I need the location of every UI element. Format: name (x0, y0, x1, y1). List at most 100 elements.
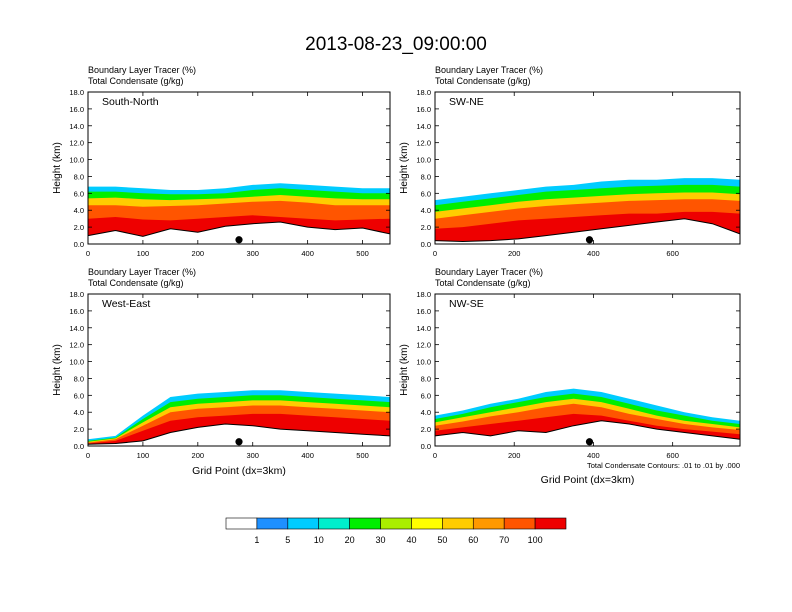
y-tick-label: 12.0 (69, 341, 84, 350)
y-tick-label: 8.0 (421, 374, 431, 383)
plot-frame (87, 91, 391, 245)
y-tick-label: 6.0 (421, 391, 431, 400)
colorbar-swatch (411, 517, 443, 530)
y-axis-label: Height (km) (399, 142, 410, 194)
colorbar-swatch (380, 517, 412, 530)
y-tick-label: 8.0 (74, 374, 84, 383)
x-axis-label: Grid Point (dx=3km) (192, 465, 286, 477)
y-tick-label: 4.0 (421, 408, 431, 417)
location-marker (585, 438, 594, 446)
panel-sw-ne: 0.0 2.0 4.0 6.0 8.0 10.0 12.0 14.0 16.0 18.0 0 200 4… (399, 65, 741, 258)
colorbar-swatch (225, 517, 258, 530)
y-tick-label: 4.0 (421, 206, 431, 215)
y-tick-label: 4.0 (74, 206, 84, 215)
y-tick-label: 18.0 (416, 290, 431, 299)
y-tick-label: 10.0 (416, 358, 431, 367)
colorbar-swatch (256, 517, 289, 530)
y-tick-label: 4.0 (74, 408, 84, 417)
x-tick-label: 400 (301, 451, 314, 460)
terrain-line (434, 218, 741, 243)
panel-title-line: Boundary Layer Tracer (%) (88, 65, 196, 75)
colorbar-swatch (287, 517, 320, 530)
y-tick-label: 12.0 (416, 341, 431, 350)
y-tick-label: 16.0 (416, 307, 431, 316)
colorbar-swatch (442, 517, 474, 530)
colorbar-swatch (472, 517, 505, 530)
y-tick-label: 6.0 (421, 189, 431, 198)
x-tick-label: 200 (508, 249, 521, 258)
colorbar-label: 20 (345, 535, 355, 545)
y-tick-label: 12.0 (416, 139, 431, 148)
terrain-line (87, 221, 391, 237)
y-tick-label: 10.0 (69, 358, 84, 367)
x-tick-label: 400 (587, 451, 600, 460)
terrain-fill (88, 424, 390, 446)
plot-frame (87, 293, 391, 447)
plot-frame (434, 91, 741, 245)
y-tick-label: 14.0 (69, 122, 84, 131)
y-tick-label: 0.0 (74, 240, 84, 249)
panel-label: South-North (102, 96, 159, 108)
terrain-line (87, 423, 391, 445)
y-tick-label: 2.0 (74, 223, 84, 232)
terrain-fill (88, 222, 390, 244)
panel-title-line: Boundary Layer Tracer (%) (88, 267, 196, 277)
colorbar-label: 1 (254, 535, 259, 545)
colorbar-label: 10 (314, 535, 324, 545)
panel-west-east: 0.0 2.0 4.0 6.0 8.0 10.0 12.0 14.0 16.0 18.0 0 100 2… (52, 267, 391, 477)
y-tick-label: 2.0 (421, 223, 431, 232)
x-tick-label: 300 (246, 249, 259, 258)
y-tick-label: 0.0 (74, 442, 84, 451)
x-tick-label: 0 (86, 451, 90, 460)
x-tick-label: 200 (192, 249, 205, 258)
colorbar-swatch (349, 517, 381, 530)
colorbar-label: 50 (437, 535, 447, 545)
x-tick-label: 500 (356, 249, 369, 258)
y-axis-label: Height (km) (399, 344, 410, 396)
y-tick-label: 2.0 (74, 425, 84, 434)
figure-title: 2013-08-23_09:00:00 (305, 34, 487, 55)
colorbar-label: 40 (406, 535, 416, 545)
colorbar-label: 30 (376, 535, 386, 545)
x-tick-label: 0 (433, 451, 437, 460)
y-tick-label: 8.0 (74, 172, 84, 181)
x-tick-label: 200 (192, 451, 205, 460)
panel-label: SW-NE (449, 96, 484, 108)
x-tick-label: 400 (301, 249, 314, 258)
y-axis-label: Height (km) (52, 142, 63, 194)
y-tick-label: 16.0 (69, 105, 84, 114)
panel-title-line: Total Condensate (g/kg) (435, 76, 531, 86)
location-marker (585, 236, 594, 244)
y-tick-label: 14.0 (69, 324, 84, 333)
x-tick-label: 400 (587, 249, 600, 258)
terrain-fill (435, 218, 740, 244)
x-tick-label: 500 (356, 451, 369, 460)
y-tick-label: 0.0 (421, 240, 431, 249)
colorbar-label: 100 (528, 535, 543, 545)
y-tick-label: 14.0 (416, 324, 431, 333)
colorbar-swatch (503, 517, 536, 530)
panel-title-line: Total Condensate (g/kg) (88, 278, 184, 288)
y-tick-label: 12.0 (69, 139, 84, 148)
y-tick-label: 6.0 (74, 391, 84, 400)
contour-note: Total Condensate Contours: .01 to .01 by… (587, 461, 740, 470)
panel-title-line: Boundary Layer Tracer (%) (435, 267, 543, 277)
y-tick-label: 10.0 (69, 156, 84, 165)
y-tick-label: 2.0 (421, 425, 431, 434)
x-tick-label: 200 (508, 451, 521, 460)
y-axis-label: Height (km) (52, 344, 63, 396)
panel-label: NW-SE (449, 298, 484, 310)
location-marker (235, 236, 243, 244)
terrain-line (434, 420, 741, 440)
colorbar: 1 5 10 20 30 40 50 60 70 100 (225, 517, 567, 545)
panel-title-line: Boundary Layer Tracer (%) (435, 65, 543, 75)
x-tick-label: 600 (666, 451, 679, 460)
y-tick-label: 16.0 (416, 105, 431, 114)
colorbar-label: 70 (499, 535, 509, 545)
y-tick-label: 10.0 (416, 156, 431, 165)
y-tick-label: 18.0 (69, 88, 84, 97)
colorbar-label: 60 (468, 535, 478, 545)
x-tick-label: 0 (86, 249, 90, 258)
colorbar-label: 5 (285, 535, 290, 545)
x-tick-label: 300 (246, 451, 259, 460)
